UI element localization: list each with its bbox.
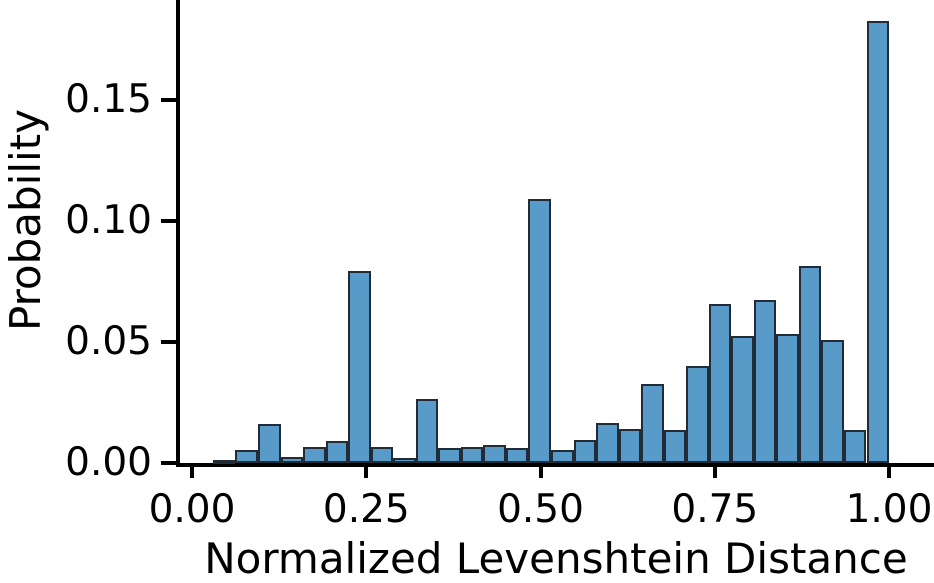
histogram-bar <box>798 266 822 463</box>
histogram-bar <box>551 450 574 463</box>
x-tick-label: 0.25 <box>322 487 410 532</box>
histogram-bar <box>731 336 754 463</box>
y-tick-label: 0.10 <box>65 198 152 243</box>
histogram-bar <box>280 457 303 463</box>
histogram-bar <box>753 300 777 463</box>
histogram-bar <box>528 199 551 463</box>
x-tick-label: 1.00 <box>845 487 933 532</box>
x-tick <box>190 464 194 478</box>
histogram-bar <box>776 334 799 463</box>
histogram-bar <box>641 384 664 463</box>
y-tick <box>161 98 176 102</box>
histogram-bar <box>370 447 394 463</box>
x-axis-line <box>176 463 934 467</box>
histogram-bar <box>393 458 416 463</box>
x-tick-label: 0.75 <box>671 487 759 532</box>
x-tick <box>364 464 369 478</box>
histogram-bar <box>258 424 281 463</box>
y-tick-label: 0.00 <box>65 440 152 485</box>
x-tick <box>538 464 543 478</box>
histogram-bar <box>573 440 596 463</box>
histogram-bar <box>618 429 642 463</box>
histogram-bar <box>505 448 529 463</box>
histogram-bar <box>212 460 236 464</box>
histogram-bar <box>438 448 461 463</box>
histogram-bar <box>325 441 349 463</box>
histogram-bar <box>415 399 439 463</box>
x-tick <box>712 464 717 478</box>
histogram-bar <box>843 430 867 463</box>
histogram-bar <box>596 423 619 463</box>
y-tick <box>161 461 176 465</box>
histogram-bar <box>303 447 326 463</box>
histogram-bar <box>686 366 709 463</box>
y-axis-line <box>176 0 180 467</box>
histogram-bar <box>663 430 687 463</box>
histogram-bar <box>708 304 732 463</box>
histogram-bar <box>866 21 889 463</box>
y-tick-label: 0.15 <box>65 77 152 122</box>
x-tick <box>887 464 891 478</box>
x-tick-label: 0.50 <box>497 487 584 532</box>
y-tick <box>161 219 176 223</box>
histogram-bar <box>348 271 371 463</box>
y-tick-label: 0.05 <box>65 319 152 364</box>
histogram-bar <box>821 340 844 463</box>
x-axis-label: Normalized Levenshtein Distance <box>204 534 908 583</box>
histogram-bar <box>235 450 258 463</box>
histogram-bar <box>483 445 506 463</box>
y-tick <box>161 340 176 344</box>
histogram-bar <box>460 447 484 463</box>
y-axis-label: Probability <box>1 108 50 332</box>
x-tick-label: 0.00 <box>148 487 236 532</box>
